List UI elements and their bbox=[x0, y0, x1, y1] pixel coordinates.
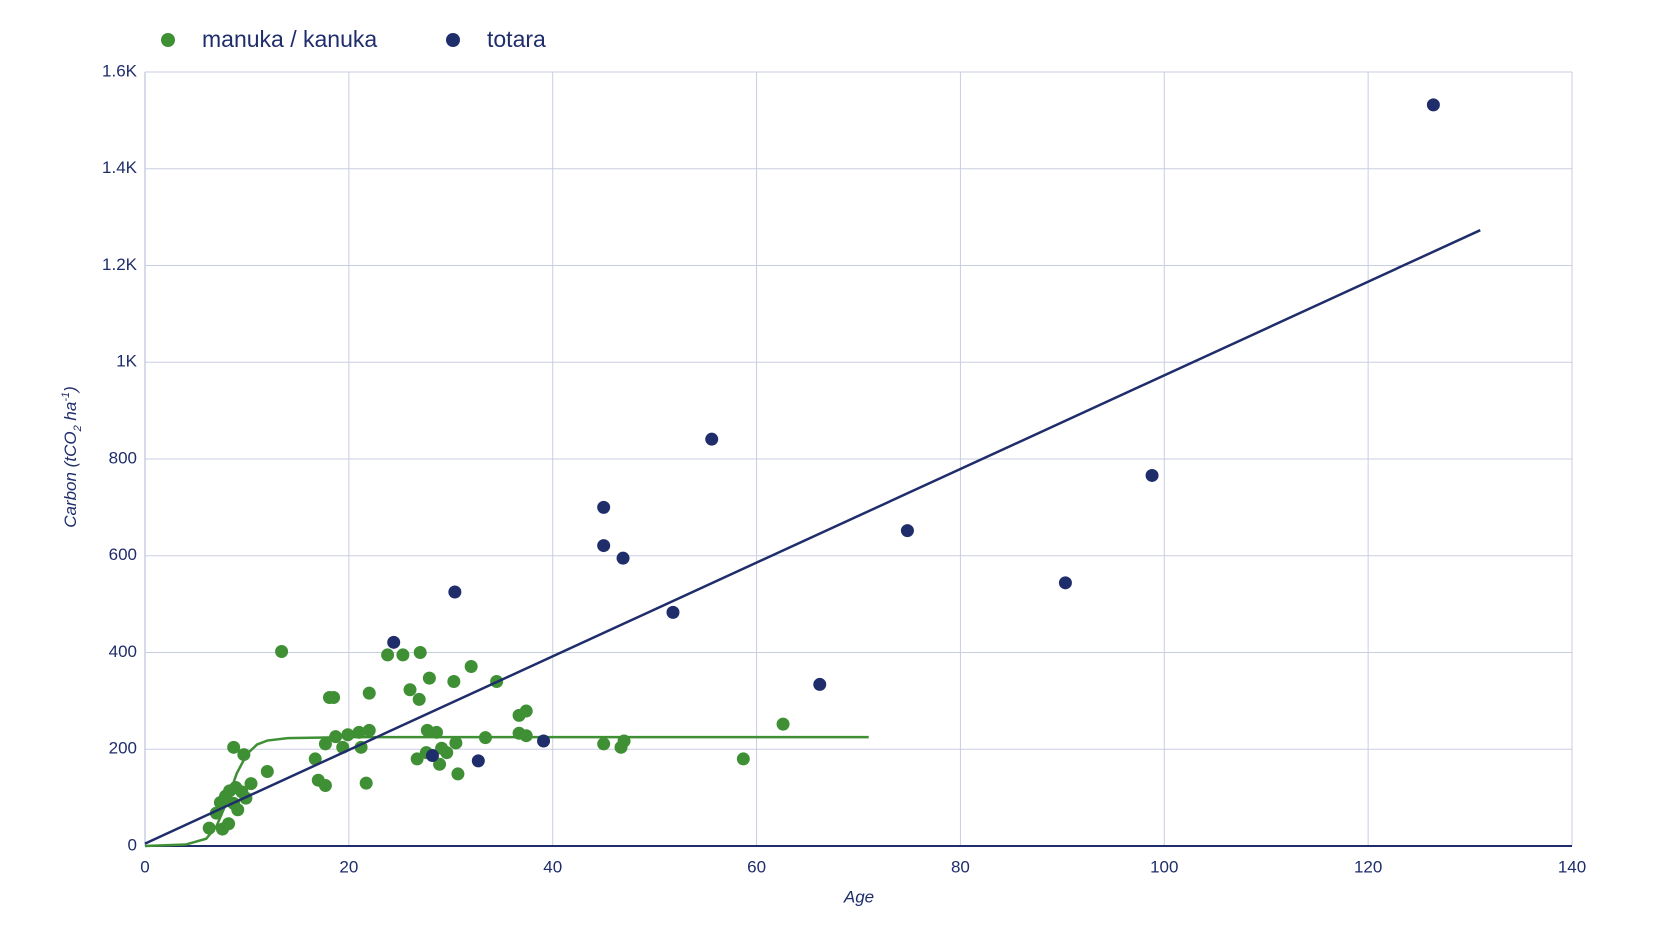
point bbox=[464, 660, 478, 674]
y-tick-label: 1.2K bbox=[102, 255, 138, 274]
point bbox=[260, 765, 274, 779]
x-tick-label: 80 bbox=[951, 857, 970, 876]
y-tick-label: 600 bbox=[109, 545, 137, 564]
y-tick-label: 1K bbox=[116, 352, 137, 371]
point bbox=[597, 737, 611, 751]
point bbox=[237, 748, 251, 762]
legend: manuka / kanuka totara bbox=[161, 26, 546, 52]
x-tick-label: 140 bbox=[1558, 857, 1586, 876]
point bbox=[362, 723, 376, 737]
point bbox=[403, 683, 417, 697]
y-tick-label: 0 bbox=[128, 835, 137, 854]
point bbox=[597, 500, 611, 514]
legend-label: totara bbox=[487, 26, 546, 52]
x-tick-label: 120 bbox=[1354, 857, 1382, 876]
point bbox=[387, 635, 401, 649]
point bbox=[413, 646, 427, 659]
x-tick-label: 60 bbox=[747, 857, 766, 876]
point bbox=[275, 645, 289, 659]
point bbox=[359, 776, 373, 790]
series bbox=[144, 98, 1481, 845]
y-tick-label: 400 bbox=[109, 642, 137, 661]
point bbox=[318, 737, 332, 751]
point bbox=[478, 731, 492, 745]
point bbox=[362, 686, 376, 700]
point bbox=[736, 752, 750, 766]
fit-line bbox=[144, 229, 1481, 845]
point bbox=[318, 779, 332, 793]
y-tick-label: 1.4K bbox=[102, 158, 138, 177]
point bbox=[308, 752, 322, 766]
y-axis-title: Carbon (tCO2 ha-1) bbox=[60, 386, 84, 528]
y-axis-title-part: Carbon (tCO bbox=[61, 431, 80, 527]
point bbox=[341, 728, 355, 742]
point bbox=[433, 757, 447, 771]
legend-label: manuka / kanuka bbox=[202, 26, 377, 52]
point bbox=[616, 551, 630, 565]
point bbox=[705, 432, 719, 446]
point bbox=[519, 704, 533, 718]
point bbox=[1058, 576, 1072, 590]
point bbox=[410, 752, 424, 766]
x-tick-label: 40 bbox=[543, 857, 562, 876]
point bbox=[1426, 98, 1440, 112]
point bbox=[617, 734, 631, 748]
point bbox=[202, 821, 216, 835]
x-tick-label: 100 bbox=[1150, 857, 1178, 876]
point bbox=[412, 692, 426, 706]
fit-line bbox=[144, 735, 869, 848]
point bbox=[813, 677, 827, 691]
y-axis-title-sup: -1 bbox=[60, 392, 72, 402]
point bbox=[396, 648, 410, 662]
point bbox=[449, 736, 463, 750]
point bbox=[471, 754, 485, 768]
point bbox=[227, 740, 241, 754]
point bbox=[1145, 468, 1159, 482]
point bbox=[776, 717, 790, 731]
point bbox=[430, 725, 444, 739]
point bbox=[597, 539, 611, 553]
point bbox=[244, 777, 258, 791]
legend-marker bbox=[446, 33, 460, 47]
y-axis-title-sub: 2 bbox=[72, 425, 84, 432]
point bbox=[329, 730, 343, 744]
x-tick-label: 20 bbox=[339, 857, 358, 876]
point bbox=[900, 524, 914, 538]
point bbox=[231, 803, 245, 817]
legend-marker bbox=[161, 33, 175, 47]
point bbox=[448, 585, 462, 599]
series bbox=[144, 645, 869, 848]
y-tick-label: 200 bbox=[109, 739, 137, 758]
point bbox=[222, 817, 236, 831]
y-tick-label: 1.6K bbox=[102, 61, 138, 80]
point bbox=[519, 729, 533, 743]
x-tick-label: 0 bbox=[140, 857, 149, 876]
point bbox=[447, 675, 461, 689]
point bbox=[537, 734, 551, 748]
point bbox=[381, 648, 395, 662]
y-tick-label: 800 bbox=[109, 448, 137, 467]
point bbox=[327, 690, 341, 704]
point bbox=[666, 605, 680, 619]
x-axis-title: Age bbox=[843, 887, 874, 906]
point bbox=[451, 767, 465, 781]
y-axis-title-part: ha bbox=[61, 402, 80, 426]
y-axis-title-part: ) bbox=[61, 386, 80, 394]
point bbox=[425, 749, 439, 763]
point bbox=[422, 671, 436, 685]
point bbox=[352, 725, 366, 739]
point bbox=[440, 746, 454, 760]
